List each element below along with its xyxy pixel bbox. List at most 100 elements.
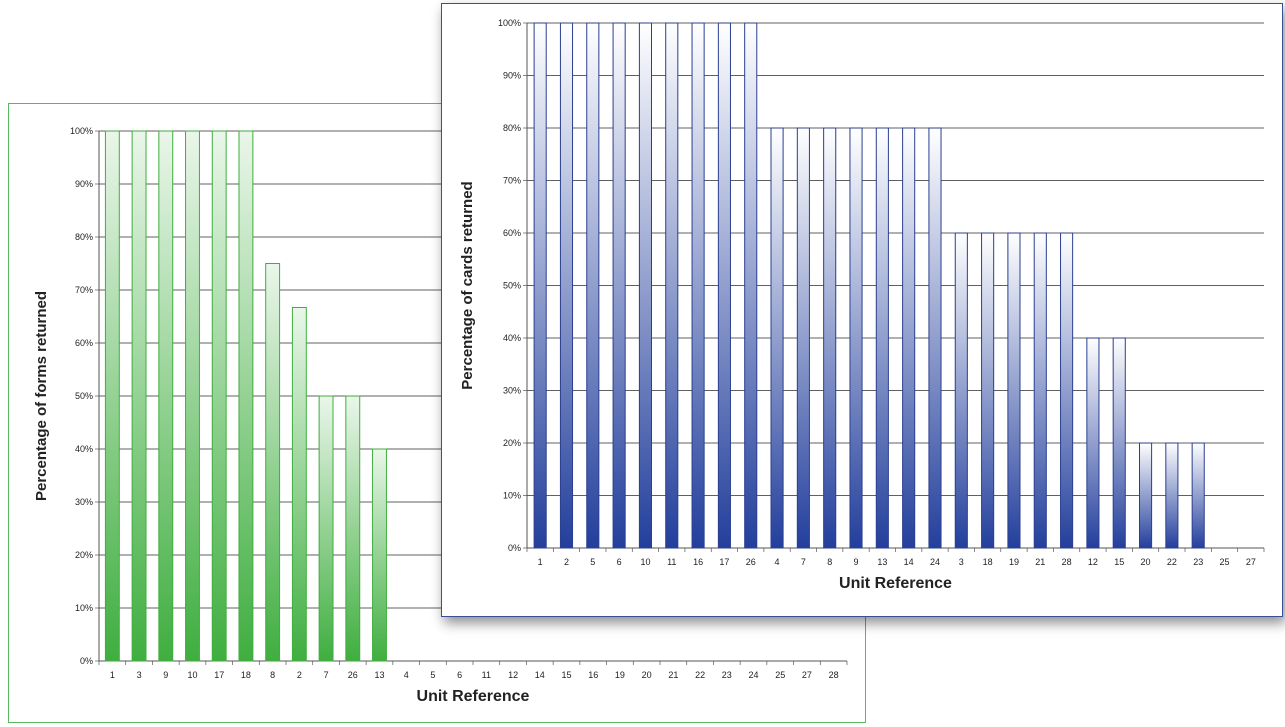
bar	[1165, 442, 1179, 549]
bar	[981, 232, 995, 549]
x-tick-label: 8	[827, 557, 832, 567]
x-tick-label: 28	[1062, 557, 1072, 567]
y-tick-label: 30%	[503, 386, 521, 396]
bar	[796, 127, 810, 549]
bar	[372, 448, 387, 662]
y-tick-label: 0%	[80, 656, 93, 666]
x-tick-label: 14	[535, 670, 545, 680]
bar	[158, 130, 174, 662]
x-tick-label: 19	[1009, 557, 1019, 567]
bar	[612, 22, 626, 549]
x-tick-label: 9	[854, 557, 859, 567]
x-tick-label: 25	[775, 670, 785, 680]
bar	[1138, 442, 1153, 549]
cards-returned-chart: 0%10%20%30%40%50%60%70%80%90%100%1 2 5 6 10 1…	[459, 18, 1265, 592]
bar	[638, 22, 653, 549]
x-tick-label: 22	[695, 670, 705, 680]
y-tick-label: 70%	[503, 176, 521, 186]
bar	[185, 130, 200, 662]
x-tick-label: 15	[1114, 557, 1124, 567]
x-tick-label: 1	[538, 557, 543, 567]
x-tick-label: 18	[983, 557, 993, 567]
bar	[318, 395, 334, 662]
x-tick-label: 16	[588, 670, 598, 680]
y-tick-label: 90%	[75, 179, 93, 189]
x-tick-label: 20	[1141, 557, 1151, 567]
x-tick-label: 7	[324, 670, 329, 680]
y-axis-title: Percentage of forms returned	[33, 291, 50, 501]
bar	[717, 22, 731, 549]
x-tick-label: 10	[640, 557, 650, 567]
x-tick-label: 5	[590, 557, 595, 567]
x-tick-label: 11	[482, 670, 491, 680]
x-tick-label: 16	[693, 557, 703, 567]
x-tick-label: 27	[1246, 557, 1256, 567]
x-tick-label: 2	[564, 557, 569, 567]
x-tick-label: 23	[722, 670, 732, 680]
bar	[1033, 232, 1047, 549]
y-tick-label: 0%	[508, 543, 521, 553]
x-tick-label: 13	[877, 557, 887, 567]
bar	[104, 130, 120, 662]
y-tick-label: 40%	[75, 444, 93, 454]
x-tick-label: 28	[829, 670, 839, 680]
bar	[1191, 442, 1205, 549]
bar	[265, 263, 281, 662]
bar	[211, 130, 227, 662]
y-tick-label: 20%	[503, 438, 521, 448]
bar	[238, 130, 254, 662]
x-tick-label: 19	[615, 670, 625, 680]
y-tick-label: 50%	[75, 391, 93, 401]
x-tick-label: 1	[110, 670, 115, 680]
x-tick-label: 24	[930, 557, 940, 567]
x-tick-label: 15	[561, 670, 571, 680]
y-tick-label: 10%	[75, 603, 93, 613]
y-tick-label: 90%	[503, 71, 521, 81]
x-tick-label: 24	[748, 670, 758, 680]
bar	[533, 22, 547, 549]
x-tick-label: 9	[163, 670, 168, 680]
x-tick-label: 4	[404, 670, 409, 680]
x-tick-label: 17	[214, 670, 224, 680]
x-tick-label: 3	[137, 670, 142, 680]
x-tick-label: 6	[617, 557, 622, 567]
bar	[954, 232, 968, 549]
bar	[875, 127, 889, 549]
y-tick-label: 100%	[70, 126, 93, 136]
bar	[849, 127, 863, 549]
y-tick-label: 60%	[503, 228, 521, 238]
x-tick-label: 21	[668, 670, 678, 680]
bar	[131, 130, 147, 662]
y-tick-label: 40%	[503, 333, 521, 343]
x-tick-label: 10	[187, 670, 197, 680]
x-tick-label: 4	[775, 557, 780, 567]
x-tick-label: 11	[667, 557, 676, 567]
x-tick-label: 13	[374, 670, 384, 680]
bar	[770, 127, 784, 549]
y-tick-label: 80%	[503, 123, 521, 133]
bar	[902, 127, 916, 549]
bar	[1060, 232, 1074, 549]
y-tick-label: 30%	[75, 497, 93, 507]
cards-returned-chart-panel: 0% 10% 20% 30% 40% 50% 60% 70% 80% 90% 100% 1 2 5 6 10 1…	[441, 3, 1283, 617]
bar	[1007, 232, 1021, 549]
y-tick-label: 60%	[75, 338, 93, 348]
y-tick-label: 20%	[75, 550, 93, 560]
y-tick-label: 80%	[75, 232, 93, 242]
x-tick-label: 25	[1220, 557, 1230, 567]
y-tick-label: 10%	[503, 491, 521, 501]
x-axis-title: Unit Reference	[839, 575, 952, 592]
x-tick-label: 26	[348, 670, 358, 680]
x-tick-label: 26	[746, 557, 756, 567]
x-tick-label: 3	[959, 557, 964, 567]
x-tick-label: 12	[508, 670, 518, 680]
x-tick-label: 23	[1193, 557, 1203, 567]
x-tick-label: 8	[270, 670, 275, 680]
bar	[744, 22, 758, 549]
x-tick-label: 22	[1167, 557, 1177, 567]
x-tick-label: 27	[802, 670, 812, 680]
bar	[1112, 337, 1126, 549]
x-tick-label: 17	[719, 557, 729, 567]
x-axis-title: Unit Reference	[417, 688, 530, 705]
y-tick-label: 70%	[75, 285, 93, 295]
